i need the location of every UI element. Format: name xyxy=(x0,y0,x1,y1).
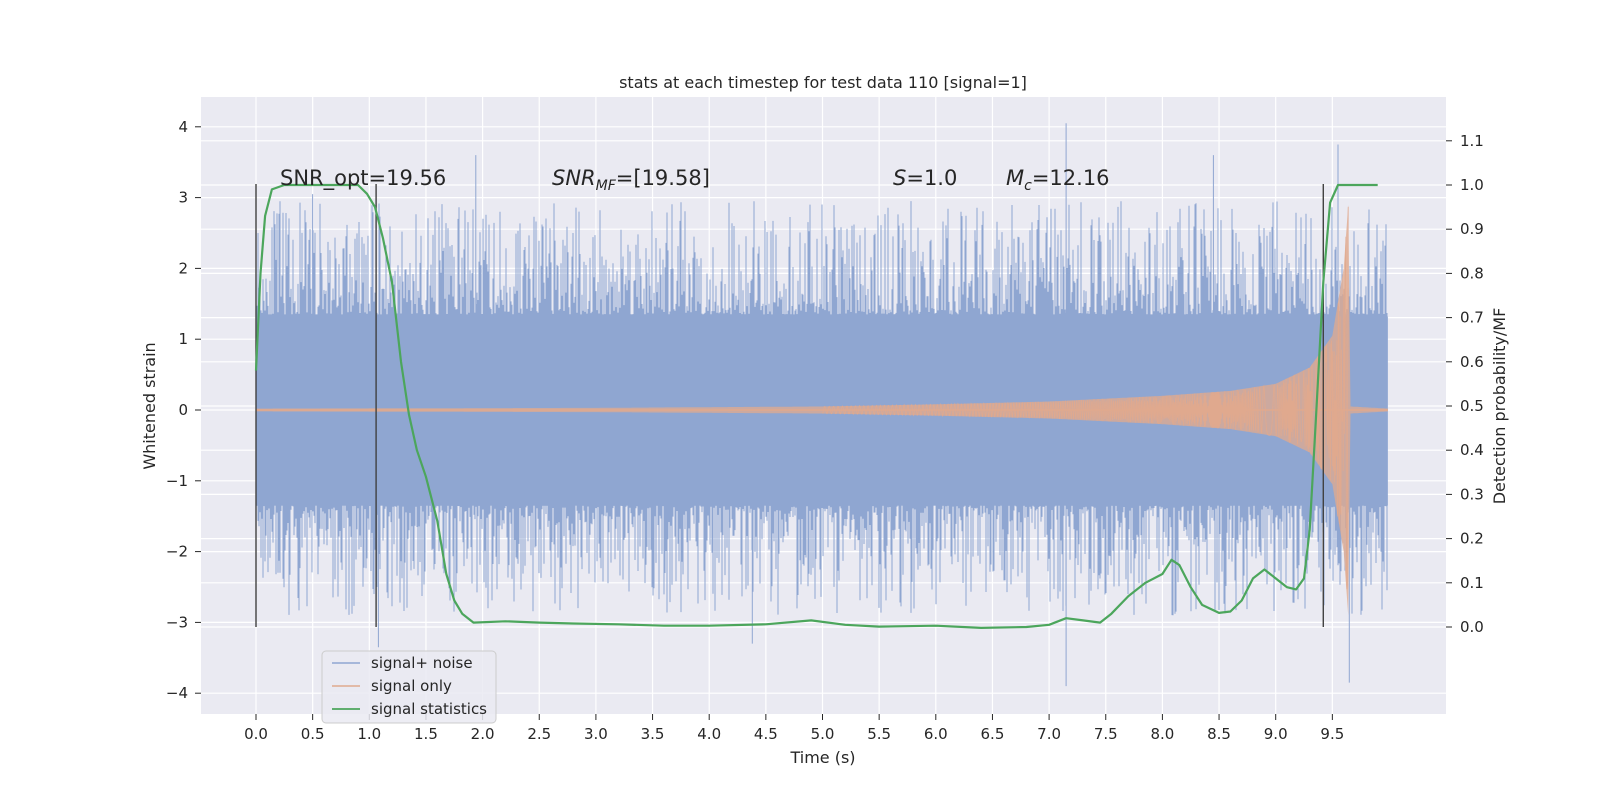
y-right-tick-label: 0.1 xyxy=(1460,574,1484,592)
y-left-tick-label: 2 xyxy=(178,259,188,277)
x-tick-label: 7.5 xyxy=(1094,725,1118,743)
y-left-tick-label: −3 xyxy=(166,613,188,631)
x-tick-label: 0.5 xyxy=(301,725,325,743)
annotation-s: S=1.0 xyxy=(893,166,957,190)
y-axis-right-label: Detection probability/MF xyxy=(1490,308,1509,505)
legend-label-noise: signal+ noise xyxy=(371,654,473,672)
x-tick-label: 5.0 xyxy=(811,725,835,743)
y-left-tick-label: 4 xyxy=(178,118,188,136)
legend-label-signal: signal only xyxy=(371,677,452,695)
y-left-tick-label: 1 xyxy=(178,330,188,348)
chart-title: stats at each timestep for test data 110… xyxy=(619,73,1027,92)
x-tick-label: 4.0 xyxy=(697,725,721,743)
y-right-tick-label: 0.8 xyxy=(1460,264,1484,282)
y-right-tick-label: 1.1 xyxy=(1460,132,1484,150)
x-tick-label: 5.5 xyxy=(867,725,891,743)
y-left-tick-label: −4 xyxy=(166,684,188,702)
annotation-snr-mf: SNRMF=[19.58] xyxy=(552,166,710,194)
x-tick-label: 2.0 xyxy=(471,725,495,743)
y-right-tick-label: 0.6 xyxy=(1460,353,1484,371)
x-tick-label: 3.0 xyxy=(584,725,608,743)
y-left-tick-label: 3 xyxy=(178,189,188,207)
y-left-tick-label: 0 xyxy=(178,401,188,419)
legend: signal+ noise signal only signal statist… xyxy=(321,650,497,724)
statistics-series xyxy=(254,183,1378,629)
x-axis-label: Time (s) xyxy=(789,748,855,767)
x-tick-label: 3.5 xyxy=(641,725,665,743)
x-tick-label: 4.5 xyxy=(754,725,778,743)
x-tick-label: 9.5 xyxy=(1320,725,1344,743)
y-right-tick-label: 0.5 xyxy=(1460,397,1484,415)
vertical-markers xyxy=(255,184,1324,627)
signal-series xyxy=(256,204,1388,616)
y-right-tick-label: 0.0 xyxy=(1460,618,1484,636)
annotation-mc: Mc=12.16 xyxy=(1006,166,1110,194)
statistics-line xyxy=(254,183,1378,629)
x-tick-label: 6.0 xyxy=(924,725,948,743)
legend-box xyxy=(321,650,497,724)
x-tick-label: 7.0 xyxy=(1037,725,1061,743)
x-tick-label: 8.5 xyxy=(1207,725,1231,743)
x-tick-label: 1.5 xyxy=(414,725,438,743)
annotation-snr-opt: SNR_opt=19.56 xyxy=(280,166,446,191)
y-right-tick-label: 0.3 xyxy=(1460,485,1484,503)
x-tick-label: 6.5 xyxy=(981,725,1005,743)
y-right-tick-label: 0.2 xyxy=(1460,530,1484,548)
signal-oscillation xyxy=(822,206,1349,590)
ticks: 0.0 0.5 1.0 1.5 2.0 2.5 3.0 3.5 4.0 4.5 5.0 5.5 6.0 6… xyxy=(166,118,1484,743)
y-right-tick-label: 0.4 xyxy=(1460,441,1484,459)
x-tick-label: 8.0 xyxy=(1150,725,1174,743)
x-tick-label: 0.0 xyxy=(244,725,268,743)
y-right-tick-label: 0.9 xyxy=(1460,220,1484,238)
y-axis-left-label: Whitened strain xyxy=(140,342,159,469)
y-right-tick-label: 0.7 xyxy=(1460,309,1484,327)
x-tick-label: 9.0 xyxy=(1264,725,1288,743)
y-right-tick-label: 1.0 xyxy=(1460,176,1484,194)
y-left-tick-label: −1 xyxy=(166,472,188,490)
x-tick-label: 2.5 xyxy=(527,725,551,743)
x-tick-label: 1.0 xyxy=(357,725,381,743)
legend-label-statistics: signal statistics xyxy=(371,700,487,718)
y-left-tick-label: −2 xyxy=(166,543,188,561)
